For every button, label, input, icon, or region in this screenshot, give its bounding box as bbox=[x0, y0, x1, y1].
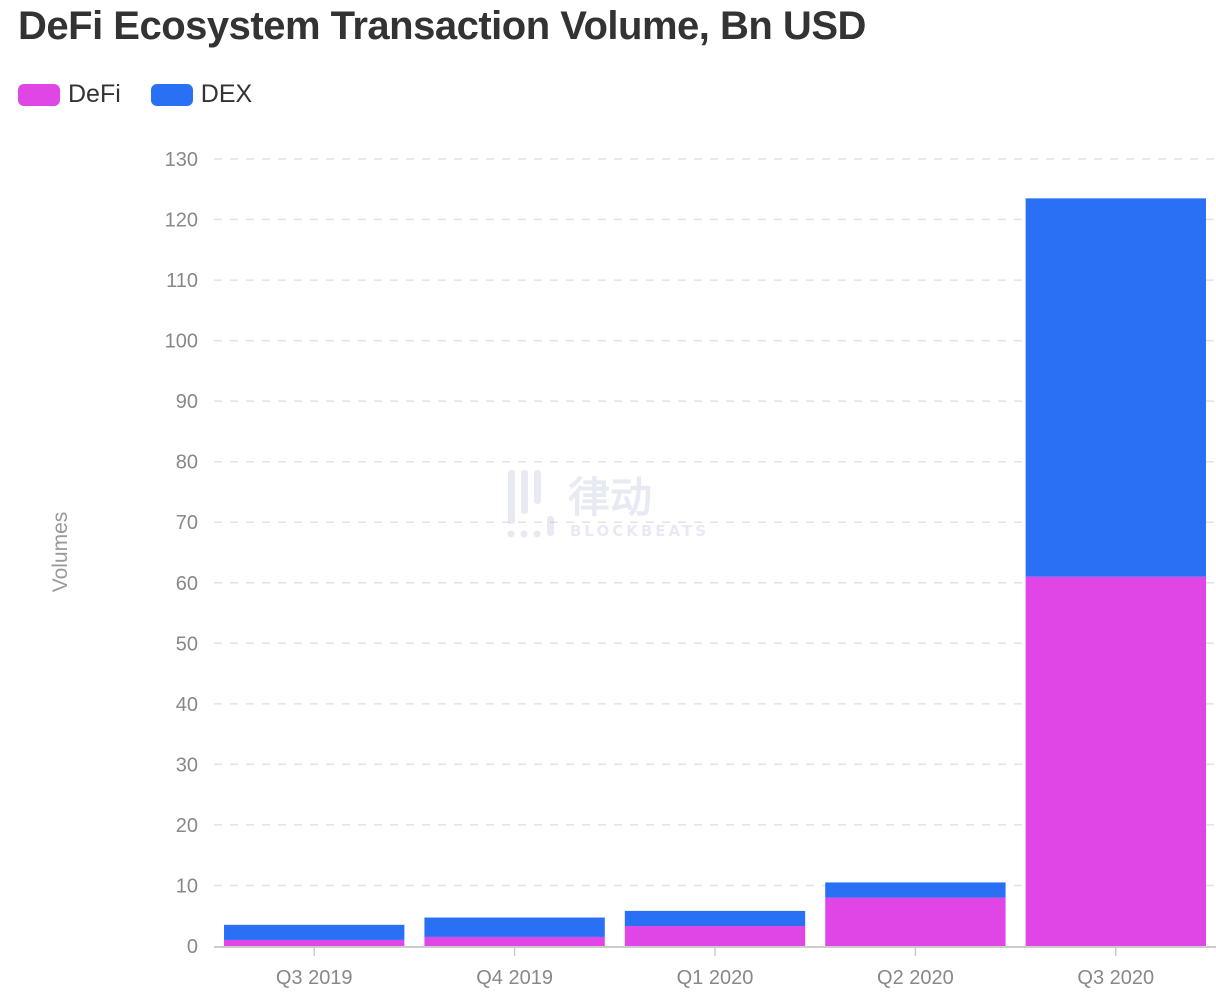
bar-defi-q4-2019 bbox=[424, 936, 605, 946]
legend: DeFi DEX bbox=[18, 80, 252, 109]
bar-dex-q3-2019 bbox=[224, 924, 405, 940]
bar-dex-q2-2020 bbox=[825, 882, 1006, 898]
legend-swatch-defi bbox=[18, 83, 60, 106]
watermark-cn-text: 律动 bbox=[568, 473, 652, 522]
y-tick-label: 80 bbox=[176, 452, 198, 474]
legend-item-defi[interactable]: DeFi bbox=[18, 80, 121, 109]
x-tick-label: Q4 2019 bbox=[476, 967, 553, 989]
y-tick-label: 30 bbox=[176, 754, 198, 776]
y-tick-label: 10 bbox=[176, 875, 198, 897]
x-tick-label: Q3 2019 bbox=[276, 967, 353, 989]
y-tick-label: 0 bbox=[187, 936, 198, 958]
y-tick-label: 70 bbox=[176, 512, 198, 534]
y-tick-label: 20 bbox=[176, 815, 198, 837]
legend-label-dex: DEX bbox=[200, 80, 253, 108]
x-tick-label: Q1 2020 bbox=[677, 967, 754, 989]
y-tick-label: 110 bbox=[166, 270, 198, 292]
x-tick-label: Q2 2020 bbox=[877, 967, 954, 989]
y-tick-label: 130 bbox=[165, 149, 198, 171]
y-tick-label: 90 bbox=[176, 391, 198, 413]
legend-label-defi: DeFi bbox=[68, 80, 121, 108]
legend-swatch-dex bbox=[150, 83, 193, 106]
y-tick-label: 50 bbox=[176, 633, 198, 655]
bar-dex-q1-2020 bbox=[624, 910, 806, 927]
bar-dex-q4-2019 bbox=[424, 917, 605, 937]
x-tick-label: Q3 2020 bbox=[1077, 967, 1154, 989]
y-tick-label: 40 bbox=[176, 694, 198, 716]
chart-title: DeFi Ecosystem Transaction Volume, Bn US… bbox=[18, 4, 866, 48]
bar-dex-q3-2020 bbox=[1025, 198, 1206, 577]
watermark-en-text: BLOCKBEATS bbox=[570, 522, 709, 540]
bar-defi-q3-2019 bbox=[224, 939, 405, 946]
legend-item-dex[interactable]: DEX bbox=[150, 80, 253, 109]
bar-defi-q3-2020 bbox=[1025, 576, 1206, 946]
bar-defi-q2-2020 bbox=[825, 897, 1006, 946]
bar-defi-q1-2020 bbox=[624, 926, 806, 946]
y-tick-label: 60 bbox=[176, 573, 198, 595]
watermark-logo: 律动 BLOCKBEATS bbox=[506, 466, 716, 551]
y-tick-label: 120 bbox=[165, 210, 198, 232]
watermark-icon: 律动 BLOCKBEATS bbox=[507, 470, 709, 540]
y-tick-label: 100 bbox=[165, 331, 198, 353]
